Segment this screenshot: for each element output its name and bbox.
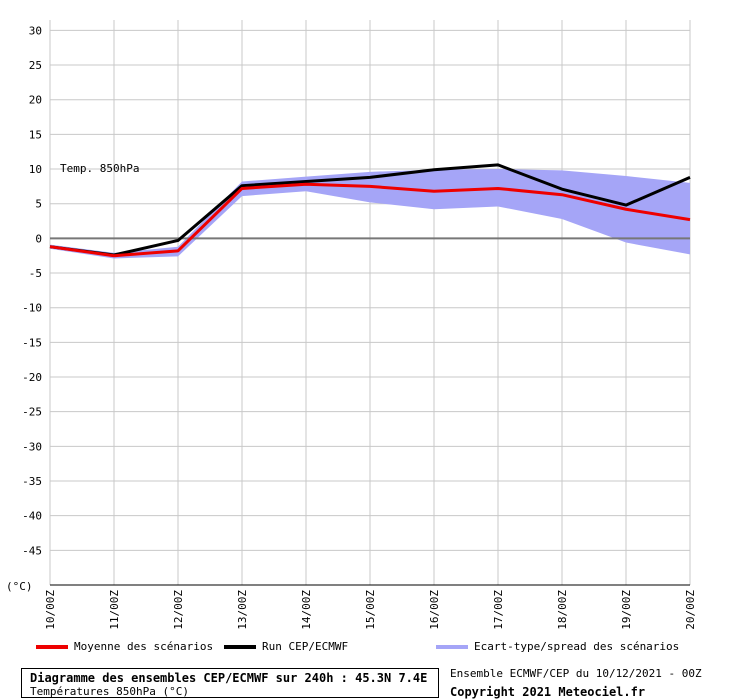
y-tick-label: -40 [22, 510, 42, 523]
y-tick-label: 15 [29, 128, 42, 141]
x-tick-label: 17/00Z [492, 590, 505, 630]
x-tick-label: 16/00Z [428, 590, 441, 630]
legend-item-spread: Ecart-type/spread des scénarios [436, 640, 679, 653]
y-tick-label: -45 [22, 544, 42, 557]
x-tick-label: 19/00Z [620, 590, 633, 630]
y-tick-label: 5 [35, 198, 42, 211]
y-tick-label: 25 [29, 59, 42, 72]
legend-label-run: Run CEP/ECMWF [262, 640, 349, 653]
legend-swatch-run [224, 644, 256, 649]
y-tick-label: -20 [22, 371, 42, 384]
legend-swatch-mean [36, 644, 68, 649]
y-tick-label: -15 [22, 336, 42, 349]
x-tick-label: 11/00Z [108, 590, 121, 630]
y-tick-label: 30 [29, 24, 42, 37]
y-tick-label: 20 [29, 94, 42, 107]
x-tick-label: 14/00Z [300, 590, 313, 630]
title-box: Diagramme des ensembles CEP/ECMWF sur 24… [21, 668, 439, 698]
y-tick-label: 10 [29, 163, 42, 176]
y-tick-label: -5 [29, 267, 42, 280]
unit-label: (°C) [6, 580, 33, 593]
x-tick-labels: 10/00Z 11/00Z 12/00Z 13/00Z 14/00Z 15/00Z 16/0… [44, 590, 697, 630]
temp-annotation: Temp. 850hPa [60, 162, 139, 175]
legend-swatch-spread [436, 644, 468, 649]
x-tick-label: 10/00Z [44, 590, 57, 630]
run-info: Ensemble ECMWF/CEP du 10/12/2021 - 00Z [450, 667, 702, 680]
x-tick-label: 13/00Z [236, 590, 249, 630]
legend-label-spread: Ecart-type/spread des scénarios [474, 640, 680, 653]
y-tick-label: -25 [22, 406, 42, 419]
chart-area: 30 25 20 15 10 5 0 -5 -10 -15 -20 -25 -30 -35 -40 -45 1… [6, 20, 697, 630]
y-tick-label: -10 [22, 302, 42, 315]
x-tick-label: 15/00Z [364, 590, 377, 630]
run-line [49, 163, 691, 257]
y-tick-label: -30 [22, 440, 42, 453]
x-tick-label: 18/00Z [556, 590, 569, 630]
mean-line [49, 182, 691, 258]
copyright: Copyright 2021 Meteociel.fr [450, 685, 646, 699]
x-tick-label: 12/00Z [172, 590, 185, 630]
series-lines [49, 163, 691, 258]
chart-title: Diagramme des ensembles CEP/ECMWF sur 24… [30, 671, 428, 685]
legend-item-mean: Moyenne des scénarios [36, 640, 213, 653]
x-tick-label: 20/00Z [684, 590, 697, 630]
y-tick-labels: 30 25 20 15 10 5 0 -5 -10 -15 -20 -25 -30 -35 -40 -45 [22, 24, 42, 557]
grid-lines [49, 20, 691, 586]
legend-label-mean: Moyenne des scénarios [74, 640, 214, 653]
y-tick-label: 0 [35, 232, 42, 245]
y-tick-label: -35 [22, 475, 42, 488]
legend-item-run: Run CEP/ECMWF [224, 640, 348, 653]
chart-subtitle: Températures 850hPa (°C) [30, 685, 189, 698]
